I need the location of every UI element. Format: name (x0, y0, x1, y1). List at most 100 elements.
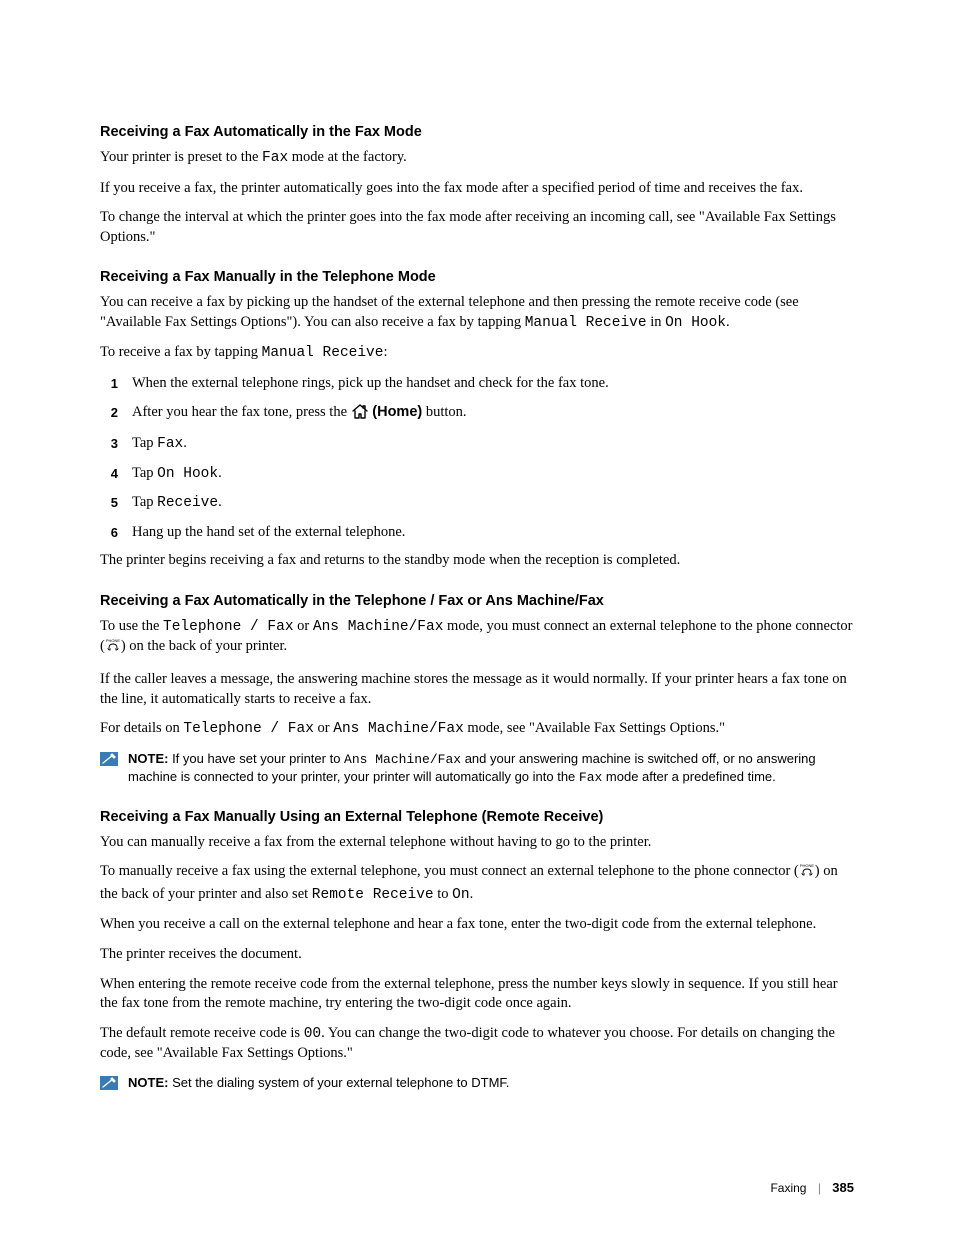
page-footer: Faxing | 385 (770, 1180, 854, 1195)
paragraph: To use the Telephone / Fax or Ans Machin… (100, 617, 854, 660)
note-text: NOTE: If you have set your printer to An… (128, 750, 854, 787)
text: . (218, 494, 222, 510)
step-text: Tap Fax. (132, 434, 854, 455)
note-label: NOTE: (128, 1075, 168, 1090)
paragraph: The printer receives the document. (100, 945, 854, 965)
step-number: 6 (100, 523, 132, 543)
step: 6 Hang up the hand set of the external t… (100, 523, 854, 543)
footer-page-number: 385 (832, 1180, 854, 1195)
text: . (218, 465, 222, 481)
page-content: Receiving a Fax Automatically in the Fax… (0, 0, 954, 1091)
footer-separator: | (818, 1181, 821, 1195)
paragraph: For details on Telephone / Fax or Ans Ma… (100, 719, 854, 740)
paragraph: To change the interval at which the prin… (100, 208, 854, 247)
code: On (452, 887, 469, 903)
step-text: Tap Receive. (132, 493, 854, 514)
step: 4 Tap On Hook. (100, 464, 854, 485)
text: in (647, 314, 666, 330)
code: Fax (157, 436, 183, 452)
note-label: NOTE: (128, 751, 168, 766)
text: : (383, 344, 387, 360)
code: Remote Receive (312, 887, 434, 903)
text: button. (426, 404, 467, 420)
paragraph: The printer begins receiving a fax and r… (100, 551, 854, 571)
svg-text:PHONE: PHONE (800, 863, 815, 868)
text: to (434, 886, 453, 902)
code: Telephone / Fax (183, 721, 314, 737)
text: To use the (100, 618, 163, 634)
code: Manual Receive (525, 315, 647, 331)
note-icon (100, 752, 118, 766)
note-icon (100, 1076, 118, 1090)
code: Fax (262, 150, 288, 166)
note: NOTE: Set the dialing system of your ext… (100, 1074, 854, 1092)
text: . (183, 435, 187, 451)
text: . (726, 314, 730, 330)
text: or (294, 618, 313, 634)
paragraph: If the caller leaves a message, the answ… (100, 670, 854, 709)
paragraph: If you receive a fax, the printer automa… (100, 179, 854, 199)
step-text: Tap On Hook. (132, 464, 854, 485)
svg-text:PHONE: PHONE (106, 638, 121, 643)
text: mode at the factory. (288, 149, 407, 165)
paragraph: The default remote receive code is 00. Y… (100, 1024, 854, 1064)
heading: Receiving a Fax Automatically in the Fax… (100, 124, 854, 140)
heading: Receiving a Fax Automatically in the Tel… (100, 593, 854, 609)
step: 2 After you hear the fax tone, press the… (100, 403, 854, 426)
step-number: 5 (100, 493, 132, 514)
phone-connector-icon: PHONE (799, 862, 815, 885)
text: Tap (132, 494, 157, 510)
step: 1 When the external telephone rings, pic… (100, 374, 854, 394)
step: 5 Tap Receive. (100, 493, 854, 514)
step-number: 4 (100, 464, 132, 485)
paragraph: You can receive a fax by picking up the … (100, 293, 854, 333)
text: For details on (100, 720, 183, 736)
heading: Receiving a Fax Manually in the Telephon… (100, 269, 854, 285)
text: To receive a fax by tapping (100, 344, 262, 360)
section-manual-remote-receive: Receiving a Fax Manually Using an Extern… (100, 809, 854, 1092)
step-text: When the external telephone rings, pick … (132, 374, 854, 394)
text: or (314, 720, 333, 736)
text: If you have set your printer to (168, 751, 344, 766)
text: Your printer is preset to the (100, 149, 262, 165)
note: NOTE: If you have set your printer to An… (100, 750, 854, 787)
paragraph: When entering the remote receive code fr… (100, 975, 854, 1014)
paragraph: You can manually receive a fax from the … (100, 833, 854, 853)
footer-chapter: Faxing (770, 1181, 806, 1195)
text: After you hear the fax tone, press the (132, 404, 351, 420)
code: Receive (157, 495, 218, 511)
text: mode, see "Available Fax Settings Option… (464, 720, 725, 736)
code: Ans Machine/Fax (333, 721, 464, 737)
text: . (470, 886, 474, 902)
step-text: Hang up the hand set of the external tel… (132, 523, 854, 543)
code: Telephone / Fax (163, 619, 294, 635)
home-icon (351, 404, 369, 426)
paragraph: To receive a fax by tapping Manual Recei… (100, 343, 854, 364)
step-number: 1 (100, 374, 132, 394)
code: Fax (579, 770, 602, 785)
heading: Receiving a Fax Manually Using an Extern… (100, 809, 854, 825)
section-manual-telephone-mode: Receiving a Fax Manually in the Telephon… (100, 269, 854, 571)
paragraph: Your printer is preset to the Fax mode a… (100, 148, 854, 169)
step-number: 3 (100, 434, 132, 455)
text: To manually receive a fax using the exte… (100, 863, 799, 879)
text: Tap (132, 435, 157, 451)
text: Tap (132, 465, 157, 481)
paragraph: When you receive a call on the external … (100, 915, 854, 935)
step: 3 Tap Fax. (100, 434, 854, 455)
step-text: After you hear the fax tone, press the (… (132, 403, 854, 426)
text: Set the dialing system of your external … (168, 1075, 509, 1090)
section-auto-fax-mode: Receiving a Fax Automatically in the Fax… (100, 124, 854, 247)
code: Ans Machine/Fax (313, 619, 444, 635)
paragraph: To manually receive a fax using the exte… (100, 862, 854, 905)
text: mode after a predefined time. (602, 769, 775, 784)
code: Ans Machine/Fax (344, 752, 461, 767)
step-number: 2 (100, 403, 132, 426)
steps-list: 1 When the external telephone rings, pic… (100, 374, 854, 542)
text: ) on the back of your printer. (121, 638, 287, 654)
code: On Hook (157, 466, 218, 482)
code: On Hook (665, 315, 726, 331)
text: The default remote receive code is (100, 1025, 304, 1041)
section-auto-telephone-fax-ans: Receiving a Fax Automatically in the Tel… (100, 593, 854, 787)
note-text: NOTE: Set the dialing system of your ext… (128, 1074, 854, 1092)
